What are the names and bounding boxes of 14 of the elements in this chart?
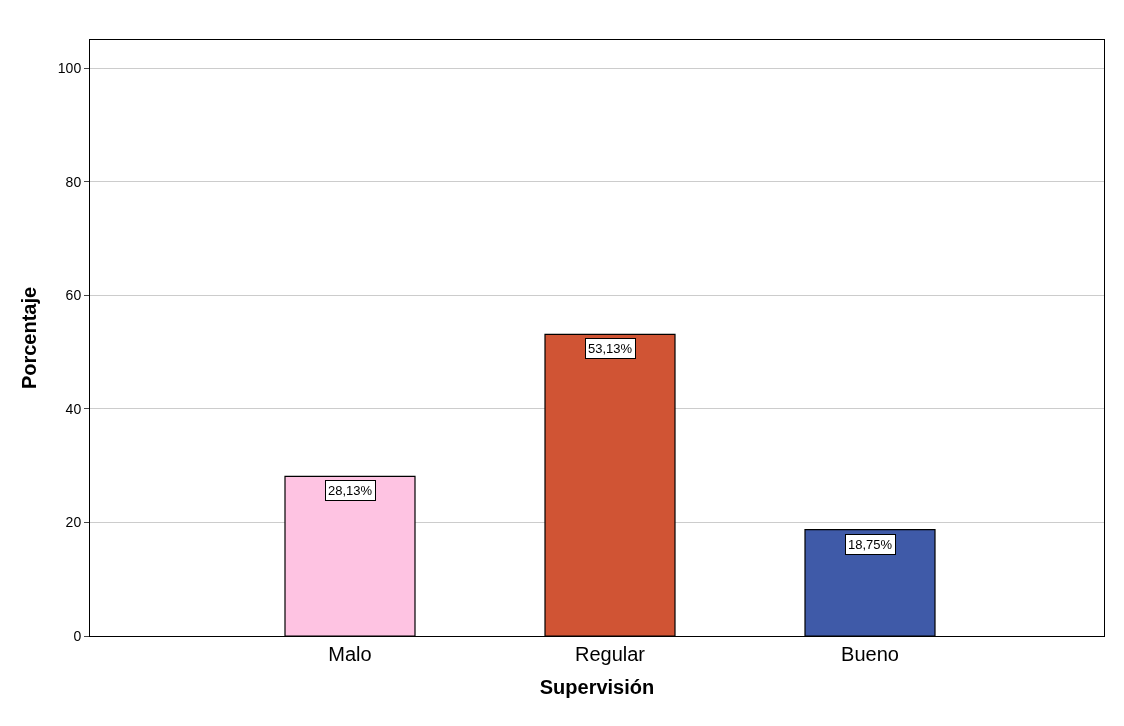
y-tick-label: 80: [65, 173, 82, 190]
y-tick-label: 40: [65, 400, 82, 417]
y-tick-label: 100: [57, 60, 82, 77]
data-label: 18,75%: [848, 537, 893, 552]
y-axis-title: Porcentaje: [18, 286, 41, 390]
y-tick-label: 60: [65, 287, 82, 304]
x-tick-label: Malo: [328, 643, 372, 665]
y-tick-label: 0: [73, 627, 82, 644]
data-label: 53,13%: [588, 341, 633, 356]
x-tick-label: Regular: [574, 643, 646, 665]
x-axis-title: Supervisión: [539, 675, 655, 698]
data-label: 28,13%: [328, 483, 373, 498]
y-tick-label: 20: [65, 514, 82, 531]
x-tick-label: Bueno: [841, 643, 899, 665]
